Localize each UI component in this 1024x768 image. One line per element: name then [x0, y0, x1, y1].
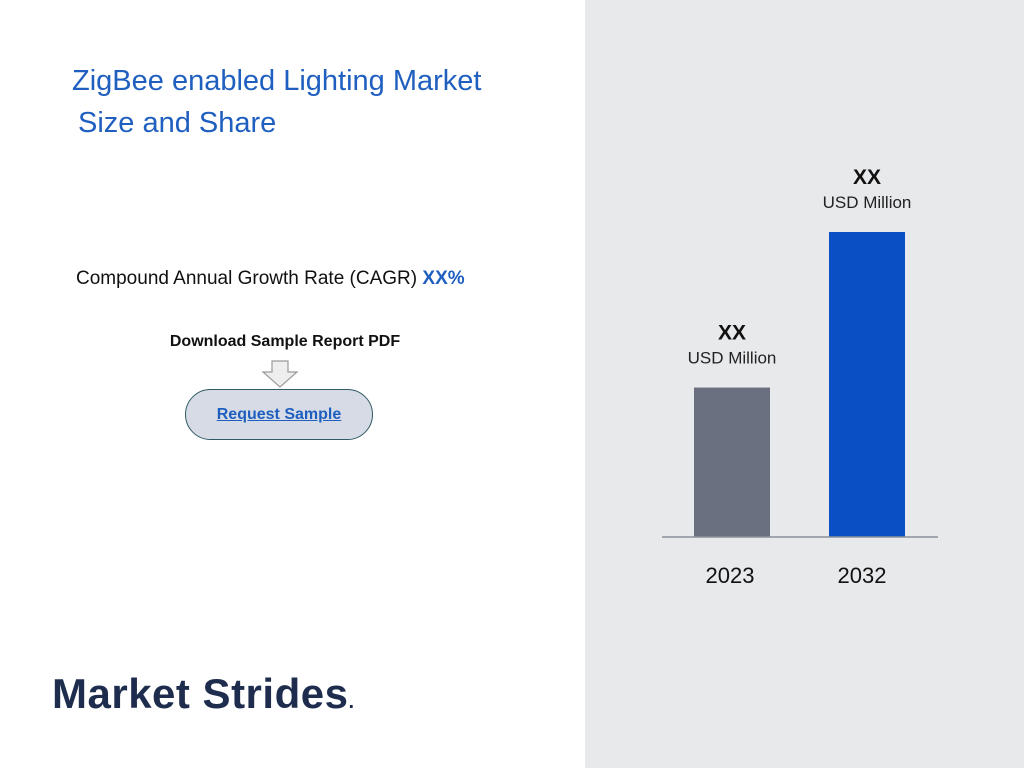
- unit-label-2032: USD Million: [823, 193, 912, 212]
- cagr-label: Compound Annual Growth Rate (CAGR): [76, 268, 418, 289]
- cagr-text: Compound Annual Growth Rate (CAGR) XX%: [76, 268, 465, 290]
- logo-dot: .: [348, 691, 355, 713]
- market-size-chart: XX USD Million 2023 XX USD Million 2032: [662, 166, 938, 588]
- chart-panel: [585, 0, 1024, 768]
- unit-label-2023: USD Million: [688, 349, 777, 368]
- download-sample-label: Download Sample Report PDF: [169, 333, 401, 350]
- page-title: ZigBee enabled Lighting Market Size and …: [72, 60, 552, 144]
- bar-2023: [694, 387, 770, 537]
- title-line-1: ZigBee enabled Lighting Market: [72, 65, 482, 97]
- tick-label-2023: 2023: [706, 563, 755, 588]
- logo-text: Market Strides: [52, 670, 349, 717]
- bar-2032: [829, 232, 905, 537]
- request-sample-button[interactable]: Request Sample: [185, 389, 373, 440]
- market-strides-logo: Market Strides.: [52, 670, 355, 718]
- title-line-2: Size and Share: [78, 107, 277, 139]
- value-label-2032: XX: [853, 166, 881, 189]
- value-label-2023: XX: [718, 322, 746, 345]
- cagr-value: XX%: [422, 268, 465, 289]
- left-panel: [0, 0, 585, 768]
- down-arrow-icon: [261, 360, 299, 388]
- tick-label-2032: 2032: [838, 563, 887, 588]
